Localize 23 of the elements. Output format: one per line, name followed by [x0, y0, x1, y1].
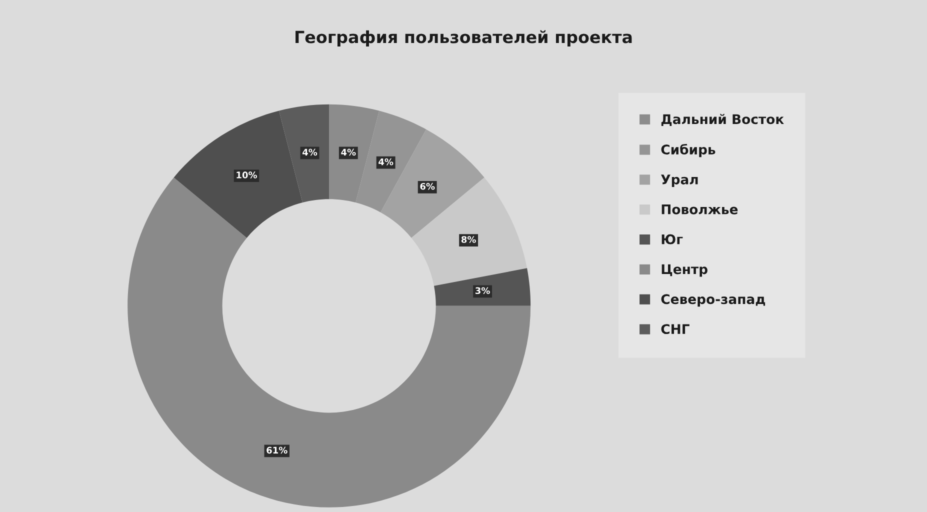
data-label: 61% — [266, 446, 288, 454]
data-label: 4% — [302, 148, 318, 156]
data-label: 3% — [475, 287, 490, 294]
donut-slice — [278, 104, 330, 202]
data-label: 10% — [236, 172, 258, 178]
data-label: 4% — [341, 148, 356, 156]
donut-slice — [411, 177, 528, 286]
donut-slice — [174, 110, 303, 238]
legend-label: СНГ — [661, 324, 690, 334]
data-label: 4% — [378, 158, 394, 166]
data-label: 8% — [461, 236, 476, 243]
legend-label: Северо-запад — [661, 294, 766, 307]
chart-title: География пользователей проекта — [296, 30, 632, 46]
legend-label: Центр — [662, 264, 708, 277]
legend-label: Дальний Восток — [661, 114, 784, 126]
legend-label: Юг — [662, 234, 683, 244]
donut-slice — [128, 177, 531, 508]
legend-label: Урал — [661, 174, 698, 187]
donut-slice — [434, 268, 531, 306]
donut-slice — [380, 129, 484, 238]
legend-label: Сибирь — [661, 144, 716, 158]
legend-label: Поволжье — [662, 204, 738, 214]
data-label: 6% — [420, 182, 435, 190]
